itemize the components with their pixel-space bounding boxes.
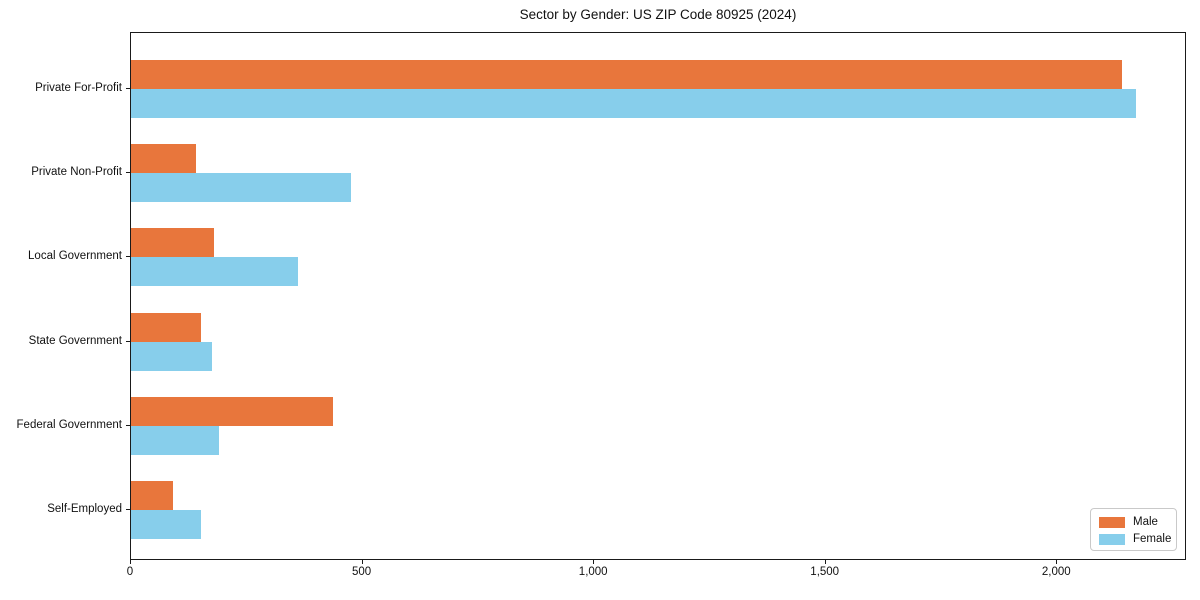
y-tick-label: Private For-Profit <box>35 82 122 94</box>
bar-female-3 <box>131 341 213 371</box>
bar-male-1 <box>131 144 196 174</box>
y-tick-mark <box>126 172 130 174</box>
bar-female-5 <box>131 510 201 539</box>
chart-title: Sector by Gender: US ZIP Code 80925 (202… <box>519 7 797 22</box>
bar-female-4 <box>131 425 219 455</box>
x-tick-mark <box>824 560 826 564</box>
x-tick-mark <box>593 560 595 564</box>
bar-male-0 <box>131 60 1123 89</box>
bar-female-0 <box>131 89 1137 118</box>
y-tick-label: State Government <box>28 334 122 347</box>
x-tick-label: 1,500 <box>810 566 840 578</box>
x-tick-label: 500 <box>352 566 372 578</box>
legend-label-female: Female <box>1133 533 1172 545</box>
x-tick-mark <box>361 560 363 564</box>
y-tick-label: Self-Employed <box>47 503 122 515</box>
y-tick-mark <box>126 88 130 89</box>
bar-male-3 <box>131 312 201 342</box>
y-tick-label: Private Non-Profit <box>31 166 122 179</box>
legend-swatch-female <box>1099 533 1125 545</box>
legend-label-male: Male <box>1133 516 1158 528</box>
bar-female-1 <box>131 173 351 203</box>
bar-male-4 <box>131 396 333 426</box>
bar-female-2 <box>131 257 298 287</box>
plot-area <box>130 32 1186 560</box>
y-tick-mark <box>126 509 130 510</box>
legend-item-female: Female <box>1091 531 1176 547</box>
y-tick-mark <box>126 424 130 426</box>
legend: Male Female <box>1090 508 1177 551</box>
y-tick-mark <box>126 340 130 342</box>
bar-male-5 <box>131 481 173 510</box>
bar-male-2 <box>131 228 215 258</box>
legend-swatch-male <box>1099 516 1125 528</box>
x-tick-label: 0 <box>126 566 134 578</box>
x-tick-label: 2,000 <box>1041 566 1071 578</box>
legend-item-male: Male <box>1091 514 1176 530</box>
x-tick-mark <box>1056 560 1058 564</box>
y-tick-label: Federal Government <box>16 418 122 431</box>
y-tick-label: Local Government <box>28 250 122 263</box>
y-tick-mark <box>126 256 130 258</box>
x-tick-mark <box>130 560 131 564</box>
x-tick-label: 1,000 <box>578 566 608 578</box>
